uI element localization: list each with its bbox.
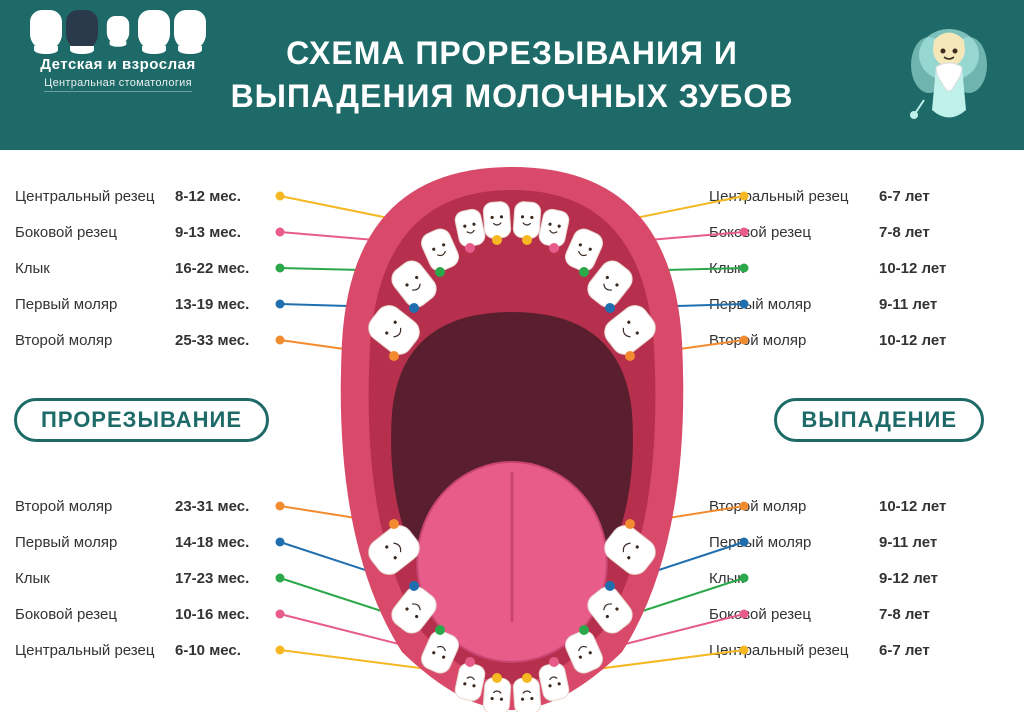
logo-line2: Центральная стоматология	[44, 77, 192, 92]
title-line1: СХЕМА ПРОРЕЗЫВАНИЯ И	[231, 32, 794, 75]
eruption-upper-list: Центральный резец8-12 мес.Боковой резец9…	[15, 178, 315, 358]
tooth-row: Боковой резец7-8 лет	[709, 214, 1009, 250]
tooth-time: 10-12 лет	[879, 498, 959, 515]
logo: Детская и взрослая Центральная стоматоло…	[18, 10, 218, 92]
tooth-time: 25-33 мес.	[175, 332, 265, 349]
tooth-time: 10-12 лет	[879, 260, 959, 277]
tooth-row: Второй моляр23-31 мес.	[15, 488, 315, 524]
tooth-row: Боковой резец9-13 мес.	[15, 214, 315, 250]
tooth-row: Клык17-23 мес.	[15, 560, 315, 596]
tooth-row: Первый моляр9-11 лет	[709, 286, 1009, 322]
tooth-row: Клык9-12 лет	[709, 560, 1009, 596]
tooth-time: 14-18 мес.	[175, 534, 265, 551]
tooth-row: Клык10-12 лет	[709, 250, 1009, 286]
tooth-label: Боковой резец	[15, 224, 175, 241]
tooth-time: 6-10 мес.	[175, 642, 265, 659]
tooth-label: Боковой резец	[15, 606, 175, 623]
tooth-time: 9-11 лет	[879, 296, 959, 313]
tooth-time: 10-16 мес.	[175, 606, 265, 623]
tooth-label: Клык	[15, 260, 175, 277]
tooth-label: Первый моляр	[15, 296, 175, 313]
tooth-label: Боковой резец	[709, 224, 879, 241]
tooth-label: Клык	[709, 570, 879, 587]
header: Детская и взрослая Центральная стоматоло…	[0, 0, 1024, 150]
tooth-label: Первый моляр	[709, 534, 879, 551]
tooth-time: 9-11 лет	[879, 534, 959, 551]
tooth-time: 9-13 мес.	[175, 224, 265, 241]
tooth-row: Боковой резец7-8 лет	[709, 596, 1009, 632]
tooth-time: 6-7 лет	[879, 642, 959, 659]
tooth-time: 17-23 мес.	[175, 570, 265, 587]
shedding-badge: ВЫПАДЕНИЕ	[774, 398, 984, 442]
tooth-label: Центральный резец	[709, 188, 879, 205]
content: Центральный резец8-12 мес.Боковой резец9…	[0, 150, 1024, 724]
tooth-row: Центральный резец6-7 лет	[709, 178, 1009, 214]
tooth-time: 13-19 мес.	[175, 296, 265, 313]
tooth-time: 9-12 лет	[879, 570, 959, 587]
eruption-lower-list: Второй моляр23-31 мес.Первый моляр14-18 …	[15, 488, 315, 668]
tooth-row: Первый моляр13-19 мес.	[15, 286, 315, 322]
tooth-label: Центральный резец	[15, 188, 175, 205]
tooth-time: 7-8 лет	[879, 224, 959, 241]
tooth-row: Центральный резец6-7 лет	[709, 632, 1009, 668]
tooth-row: Первый моляр14-18 мес.	[15, 524, 315, 560]
tooth-row: Центральный резец6-10 мес.	[15, 632, 315, 668]
tooth-row: Второй моляр25-33 мес.	[15, 322, 315, 358]
tooth-row: Второй моляр10-12 лет	[709, 488, 1009, 524]
shedding-lower-list: Второй моляр10-12 летПервый моляр9-11 ле…	[709, 488, 1009, 668]
shedding-upper-list: Центральный резец6-7 летБоковой резец7-8…	[709, 178, 1009, 358]
tooth-row: Центральный резец8-12 мес.	[15, 178, 315, 214]
tooth-time: 7-8 лет	[879, 606, 959, 623]
tooth-row: Первый моляр9-11 лет	[709, 524, 1009, 560]
tooth-label: Второй моляр	[15, 498, 175, 515]
logo-line1: Детская и взрослая	[18, 56, 218, 73]
tooth-time: 16-22 мес.	[175, 260, 265, 277]
tooth-label: Первый моляр	[15, 534, 175, 551]
tooth-row: Боковой резец10-16 мес.	[15, 596, 315, 632]
tooth-time: 6-7 лет	[879, 188, 959, 205]
tooth-time: 8-12 мес.	[175, 188, 265, 205]
tooth-label: Второй моляр	[709, 332, 879, 349]
page-title: СХЕМА ПРОРЕЗЫВАНИЯ И ВЫПАДЕНИЯ МОЛОЧНЫХ …	[231, 32, 794, 118]
tooth-label: Клык	[15, 570, 175, 587]
tooth-label: Первый моляр	[709, 296, 879, 313]
tooth-row: Клык16-22 мес.	[15, 250, 315, 286]
title-line2: ВЫПАДЕНИЯ МОЛОЧНЫХ ЗУБОВ	[231, 75, 794, 118]
tooth-label: Второй моляр	[15, 332, 175, 349]
tooth-label: Центральный резец	[709, 642, 879, 659]
tooth-time: 10-12 лет	[879, 332, 959, 349]
tooth-label: Клык	[709, 260, 879, 277]
logo-mascots	[18, 10, 218, 50]
tooth-row: Второй моляр10-12 лет	[709, 322, 1009, 358]
eruption-badge: ПРОРЕЗЫВАНИЕ	[14, 398, 269, 442]
tooth-label: Центральный резец	[15, 642, 175, 659]
tooth-label: Второй моляр	[709, 498, 879, 515]
tooth-fairy-icon	[894, 15, 1004, 135]
tooth-time: 23-31 мес.	[175, 498, 265, 515]
tooth-label: Боковой резец	[709, 606, 879, 623]
mouth-diagram	[322, 162, 702, 712]
